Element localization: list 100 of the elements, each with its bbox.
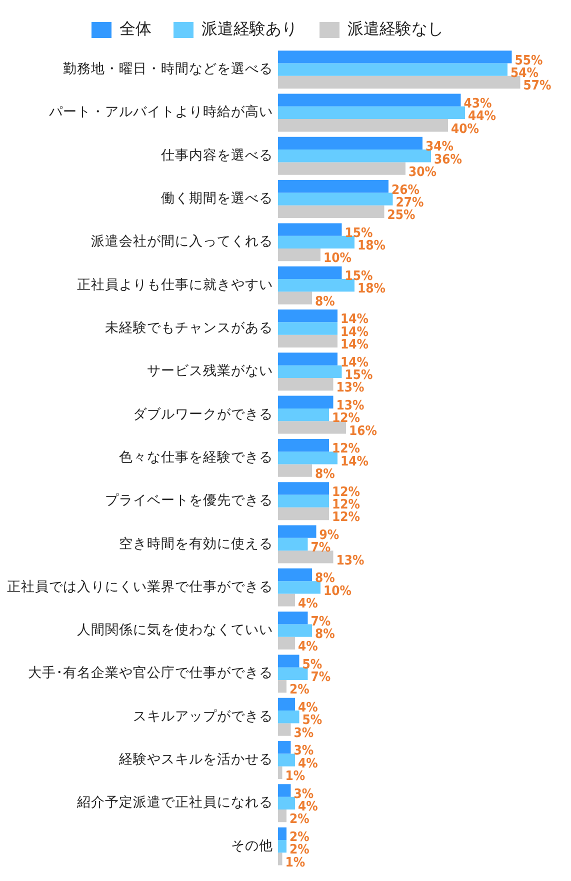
data-label: 44% [468,109,496,124]
bar [278,192,393,206]
y-tick-label: その他 [231,838,273,854]
y-tick-label: 働く期間を選べる [161,190,273,207]
bar [278,766,282,780]
bar [278,810,286,822]
data-label: 5% [302,713,322,728]
data-label: 18% [358,282,386,297]
data-label: 12% [332,484,360,500]
data-label: 13% [336,553,365,568]
bar [278,680,286,693]
bar [278,550,334,564]
y-tick-label: 未経験でもチャンスがある [105,320,273,336]
data-label: 2% [290,812,310,828]
bar [278,464,312,477]
bar [278,796,295,810]
y-tick-label: スキルアップができる [133,708,273,724]
bar [278,162,406,175]
data-label: 34% [426,140,454,155]
legend-label: 全体 [120,19,152,38]
bar [278,352,338,366]
data-label: 12% [332,497,360,512]
data-label: 30% [408,164,437,180]
bar [278,236,354,249]
bar [278,624,312,637]
data-label: 8% [315,466,336,482]
bar [278,63,508,76]
bar [278,310,338,322]
data-label: 55% [514,53,544,68]
bar [278,180,388,193]
data-label: 7% [310,614,331,630]
data-label: 12% [332,442,360,457]
data-label: 8% [315,571,336,586]
data-label: 14% [340,355,369,370]
bar [278,119,448,132]
bar [278,840,286,853]
data-label: 5% [302,657,322,672]
y-tick-label: 正社員では入りにくい業界で仕事ができる [7,578,273,595]
bar [278,292,312,304]
data-label: 2% [290,682,310,698]
bar [278,594,295,606]
data-label: 8% [315,626,336,642]
bar [278,205,384,218]
y-tick-label: 大手･有名企業や官公庁で仕事ができる [28,665,273,682]
data-label: 10% [324,251,352,266]
data-label: 18% [358,238,386,254]
bar [278,408,329,422]
data-label: 3% [294,726,314,741]
bar [278,741,291,754]
data-label: 26% [392,182,420,198]
y-tick-label: プライベートを優先できる [105,492,273,509]
bar [278,94,461,106]
bar [278,482,329,495]
bar [278,827,286,840]
bar [278,223,342,236]
bar [278,581,320,594]
data-label: 36% [434,152,462,168]
bar [278,654,300,668]
y-tick-label: 紹介予定派遣で正社員になれる [76,794,273,811]
data-label: 9% [319,528,340,543]
y-tick-label: 色々な仕事を経験できる [119,449,273,466]
data-label: 8% [315,294,336,310]
data-label: 1% [285,855,306,870]
data-label: 14% [340,312,369,328]
y-tick-label: サービス残業がない [147,363,273,380]
bar [278,378,334,391]
bar [278,667,308,680]
data-label: 10% [324,584,352,599]
bar [278,538,308,551]
bar [278,106,465,120]
legend-label: 派遣経験なし [348,19,444,38]
bar [278,266,342,280]
bar [278,248,320,262]
bar [278,612,308,624]
data-label: 15% [344,226,374,241]
data-label: 7% [310,670,331,686]
y-tick-label: 仕事内容を選べる [160,147,273,164]
data-label: 14% [340,324,369,340]
bar [278,365,342,378]
bar [278,438,329,452]
data-label: 54% [510,66,539,81]
bar [278,50,512,64]
bar [278,322,338,335]
y-tick-label: パート・アルバイトより時給が高い [48,104,273,120]
y-tick-label: 人間関係に気を使わなくていい [77,622,273,638]
bar [278,136,422,150]
data-label: 16% [349,424,378,439]
data-label: 3% [294,786,314,802]
data-label: 4% [298,700,318,716]
data-label: 40% [451,122,480,137]
data-label: 14% [340,454,369,470]
bar [278,150,431,162]
bar [278,396,334,408]
legend-label: 派遣経験あり [202,19,298,38]
bar [278,723,291,736]
y-tick-label: 経験やスキルを活かせる [118,752,273,768]
bar [278,279,354,292]
bar [278,710,300,724]
data-label: 43% [464,96,492,112]
data-label: 1% [285,769,306,784]
